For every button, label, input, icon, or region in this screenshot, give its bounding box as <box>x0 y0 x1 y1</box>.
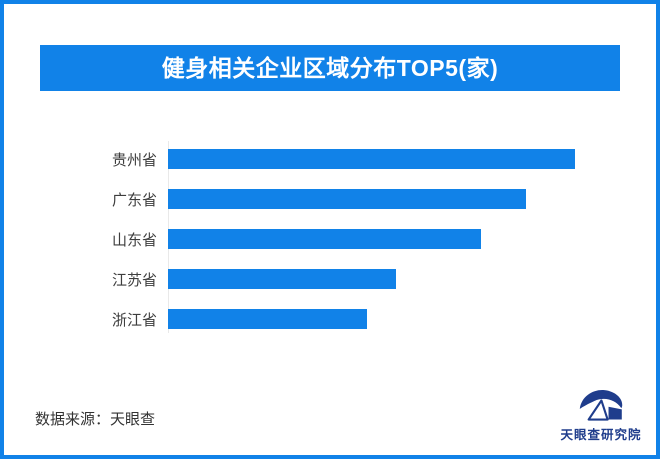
brand-name: 天眼查研究院 <box>560 428 642 442</box>
bar-track <box>168 149 656 169</box>
category-label: 山东省 <box>111 231 157 249</box>
bar-track <box>168 189 656 209</box>
data-source-note: 数据来源：天眼查 <box>35 411 156 428</box>
bar-贵州省 <box>168 149 575 169</box>
bar-rows: 贵州省广东省山东省江苏省浙江省 <box>4 139 656 339</box>
category-label: 浙江省 <box>111 311 157 329</box>
bar-row: 浙江省 <box>4 299 656 339</box>
category-label: 江苏省 <box>111 271 157 289</box>
brand-block: 天眼查研究院 <box>553 387 649 443</box>
category-label: 贵州省 <box>111 151 157 169</box>
bar-row: 江苏省 <box>4 259 656 299</box>
bar-广东省 <box>168 189 527 209</box>
bar-track <box>168 269 656 289</box>
bar-track <box>168 229 656 249</box>
bar-山东省 <box>168 229 482 249</box>
bar-row: 贵州省 <box>4 139 656 179</box>
chart-title-banner: 健身相关企业区域分布TOP5(家) <box>40 45 620 91</box>
tianyancha-logo-icon <box>579 390 623 421</box>
bar-江苏省 <box>168 269 396 289</box>
bar-row: 山东省 <box>4 219 656 259</box>
bar-浙江省 <box>168 309 368 329</box>
bar-row: 广东省 <box>4 179 656 219</box>
bar-chart: 贵州省广东省山东省江苏省浙江省 <box>4 139 656 339</box>
category-label: 广东省 <box>111 191 157 209</box>
bar-track <box>168 309 656 329</box>
